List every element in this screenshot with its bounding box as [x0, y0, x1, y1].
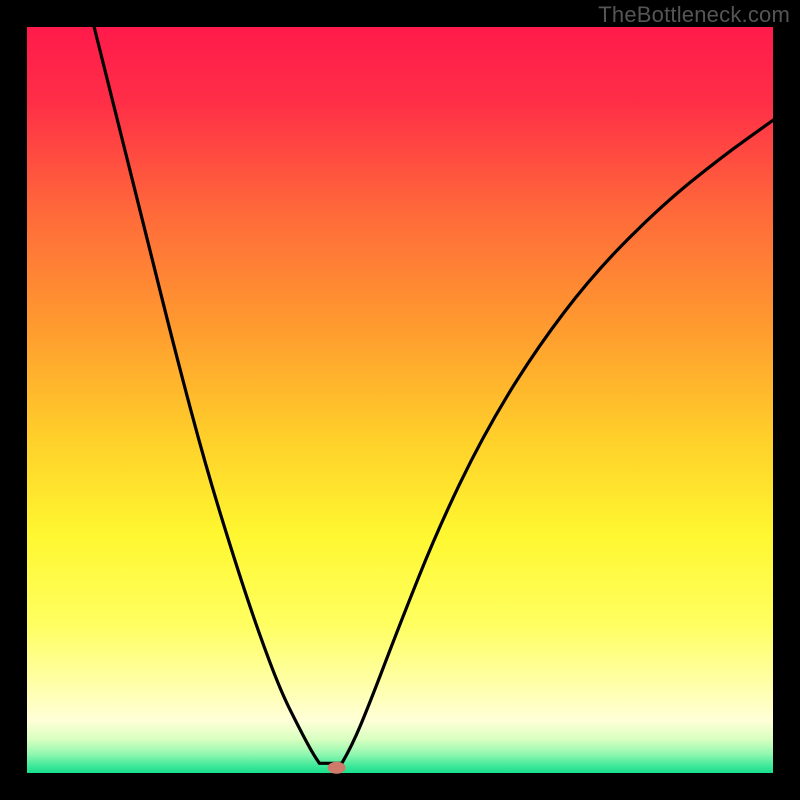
bottleneck-chart	[0, 0, 800, 800]
minimum-marker	[328, 762, 346, 774]
plot-background	[27, 27, 773, 773]
chart-container: TheBottleneck.com	[0, 0, 800, 800]
watermark-text: TheBottleneck.com	[598, 2, 790, 28]
